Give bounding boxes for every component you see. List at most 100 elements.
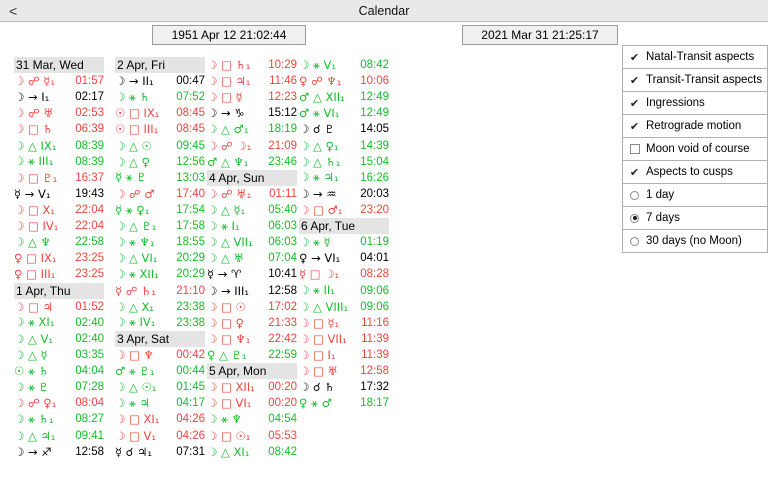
aspect-row: ☽ ⚹ XII₁ 20:29 [115,266,205,282]
aspect-row: ☽ ⚹ IV₁ 23:38 [115,315,205,331]
back-chevron-icon[interactable]: < [9,2,18,19]
aspect-row: ☿ ☍ ♄₁ 21:10 [115,283,205,299]
aspect-row: ☽ △ ♃₁ 09:41 [14,428,104,444]
option-checkbox-5[interactable]: ✔ Aspects to cusps [622,160,768,184]
aspect-row: ☽ ☍ ♂ 17:40 [115,186,205,202]
aspect-symbols: ☉ ⚹ ♄ [14,363,49,378]
aspect-time: 06:03 [268,220,297,233]
aspect-time: 01:19 [360,236,389,249]
option-checkbox-3[interactable]: ✔ Retrograde motion [622,114,768,138]
aspect-symbols: ☽ ☍ ☿₁ [14,74,55,89]
aspect-time: 08:42 [360,59,389,72]
aspect-time: 11:46 [269,75,297,88]
aspect-symbols: ☽ ⚹ II₁ [299,283,335,298]
option-checkbox-2[interactable]: ✔ Ingressions [622,91,768,115]
aspect-row: ♂ ⚹ VI₁ 12:49 [299,105,389,121]
aspect-time: 14:39 [360,139,389,152]
transit-datetime-field[interactable]: 2021 Mar 31 21:25:17 [462,25,618,45]
aspect-symbols: ☽ □ ♄ [14,122,53,137]
option-label: Moon void of course [646,143,750,155]
aspect-row: ☿ → ♈ 10:41 [207,266,297,282]
calendar-column-4: ☽ ⚹ V₁ 08:42 ♀ ☍ ♆₁ 10:06 ♂ △ XII₁ 12:49 ♂ ⚹ V… [299,57,389,411]
natal-datetime-field[interactable]: 1951 Apr 12 21:02:44 [152,25,306,45]
aspect-row: ☽ ⚹ II₁ 09:06 [299,283,389,299]
aspect-row: ☽ △ ☿₁ 05:40 [207,202,297,218]
option-checkbox-1[interactable]: ✔ Transit-Transit aspects [622,68,768,92]
aspect-symbols: ☿ □ ☽₁ [299,267,340,282]
aspect-row: ♂ △ ♆₁ 23:46 [207,154,297,170]
aspect-time: 00:20 [268,397,297,410]
aspect-time: 12:56 [176,155,205,168]
aspect-time: 07:04 [268,252,297,265]
aspect-symbols: ☽ ⚹ IV₁ [115,315,156,330]
aspect-time: 12:58 [268,284,297,297]
window-title: Calendar [358,3,410,18]
aspect-symbols: ☽ △ ☿₁ [207,203,246,218]
aspect-time: 20:03 [360,187,389,200]
aspect-symbols: ☽ ⚹ ♄ [115,89,150,104]
aspect-symbols: ☽ ⚹ XI₁ [14,315,55,330]
aspect-symbols: ☽ □ ♇₁ [14,170,58,185]
aspect-time: 21:33 [268,316,297,329]
option-radio-8[interactable]: 30 days (no Moon) [622,229,768,253]
aspect-row: ☽ △ X₁ 23:38 [115,299,205,315]
aspect-row: ☉ □ IX₁ 08:45 [115,105,205,121]
aspect-symbols: ☽ △ ♅ [207,251,244,266]
aspect-row: ♀ □ III₁ 23:25 [14,266,104,282]
day-header: 4 Apr, Sun [207,169,297,186]
aspect-row: ♀ ⚹ ♂ 18:17 [299,395,389,411]
aspect-row: ☽ ⚹ ♄₁ 08:27 [14,411,104,427]
radio-unselected-icon [630,236,639,246]
option-label: Aspects to cusps [646,166,733,178]
aspect-time: 22:04 [75,220,104,233]
aspect-time: 02:53 [75,107,104,120]
aspect-row: ☿ ⚹ ♀₁ 17:54 [115,202,205,218]
aspect-time: 09:41 [75,429,104,442]
aspect-row: ☽ □ ☿ 12:23 [207,89,297,105]
aspect-time: 10:29 [268,59,297,72]
aspect-time: 18:55 [176,236,205,249]
aspect-symbols: ☽ ⚹ XII₁ [115,266,159,281]
option-checkbox-0[interactable]: ✔ Natal-Transit aspects [622,45,768,69]
aspect-row: ☿ □ ☽₁ 08:28 [299,266,389,282]
aspect-row: ☽ △ IX₁ 08:39 [14,138,104,154]
aspect-row: ☽ ⚹ XI₁ 02:40 [14,315,104,331]
checkmark-icon: ✔ [629,50,640,64]
option-radio-6[interactable]: 1 day [622,183,768,207]
aspect-symbols: ☽ △ ♀₁ [299,138,339,153]
option-checkbox-4[interactable]: Moon void of course [622,137,768,161]
aspect-row: ☽ → III₁ 12:58 [207,283,297,299]
aspect-row: ☽ □ ♇₁ 16:37 [14,170,104,186]
aspect-time: 21:09 [268,139,297,152]
day-header: 3 Apr, Sat [115,330,205,347]
aspect-time: 05:40 [268,204,297,217]
aspect-row: ☽ □ ☉₁ 05:53 [207,428,297,444]
aspect-row: ☽ ⚹ ♆ 04:54 [207,411,297,427]
aspect-time: 09:06 [360,300,389,313]
aspect-symbols: ☿ → ♈ [207,267,242,282]
option-radio-7[interactable]: 7 days [622,206,768,230]
aspect-time: 22:58 [75,236,104,249]
aspect-symbols: ☽ → ♑ [207,106,245,121]
option-label: 1 day [646,189,675,201]
aspect-time: 02:17 [75,91,104,104]
aspect-symbols: ♀ △ ♇₁ [207,348,247,363]
aspect-row: ☽ □ ♃ 01:52 [14,299,104,315]
aspect-row: ☽ □ I₁ 11:39 [299,347,389,363]
aspect-symbols: ☽ □ ☉ [207,299,246,314]
aspect-row: ☉ □ III₁ 08:45 [115,121,205,137]
aspect-symbols: ☽ ⚹ ♆ [207,411,242,426]
aspect-row: ☽ □ VI₁ 00:20 [207,395,297,411]
aspect-row: ☉ ⚹ ♄ 04:04 [14,363,104,379]
aspect-row: ☽ □ VII₁ 11:39 [299,331,389,347]
aspect-time: 20:29 [176,268,205,281]
aspect-symbols: ☽ □ VII₁ [299,331,347,346]
aspect-symbols: ♀ □ IX₁ [14,251,57,266]
aspect-symbols: ☽ □ VI₁ [207,396,252,411]
aspect-symbols: ☽ △ ☉₁ [115,380,157,395]
aspect-symbols: ☉ □ III₁ [115,122,159,137]
aspect-time: 12:49 [360,91,389,104]
aspect-row: ♀ □ IX₁ 23:25 [14,250,104,266]
aspect-row: ☽ △ ♂₁ 18:19 [207,121,297,137]
aspect-time: 17:58 [176,220,205,233]
